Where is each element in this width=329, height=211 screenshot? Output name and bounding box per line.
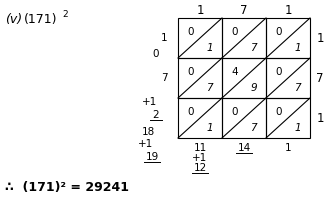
Text: (171): (171) [24,13,58,26]
Text: 0: 0 [275,107,282,117]
Text: 0: 0 [231,107,238,117]
Text: 4: 4 [231,67,238,77]
Text: 7: 7 [294,83,301,93]
Text: 7: 7 [161,73,167,83]
Text: 18: 18 [141,127,155,137]
Text: 11: 11 [193,143,207,153]
Bar [266,58,310,98]
Bar [178,18,222,58]
Text: 1: 1 [206,123,213,133]
Bar [222,58,266,98]
Text: 1: 1 [316,111,324,124]
Bar [178,58,222,98]
Text: +1: +1 [192,153,208,163]
Text: 1: 1 [285,143,291,153]
Text: ∴  (171)² = 29241: ∴ (171)² = 29241 [5,181,129,195]
Bar [222,98,266,138]
Bar [222,18,266,58]
Bar [178,98,222,138]
Text: 0: 0 [275,27,282,37]
Text: 0: 0 [187,107,193,117]
Text: 14: 14 [238,143,251,153]
Bar [266,98,310,138]
Text: 7: 7 [250,43,257,53]
Text: 19: 19 [145,152,159,162]
Bar [266,18,310,58]
Text: 1: 1 [161,33,167,43]
Text: 1: 1 [294,43,301,53]
Text: 0: 0 [187,27,193,37]
Text: +1: +1 [139,139,154,149]
Text: +1: +1 [142,97,158,107]
Text: 0: 0 [275,67,282,77]
Text: 12: 12 [193,163,207,173]
Text: 1: 1 [284,4,292,18]
Text: 0: 0 [231,27,238,37]
Text: 1: 1 [316,31,324,45]
Text: 1: 1 [206,43,213,53]
Text: (v): (v) [5,13,22,26]
Text: 7: 7 [250,123,257,133]
Text: 2: 2 [62,10,68,19]
Text: 9: 9 [250,83,257,93]
Text: 1: 1 [196,4,204,18]
Text: 7: 7 [316,72,324,84]
Text: 0: 0 [153,49,159,59]
Text: 2: 2 [153,110,159,120]
Text: 0: 0 [187,67,193,77]
Text: 7: 7 [240,4,248,18]
Text: 7: 7 [206,83,213,93]
Text: 1: 1 [294,123,301,133]
